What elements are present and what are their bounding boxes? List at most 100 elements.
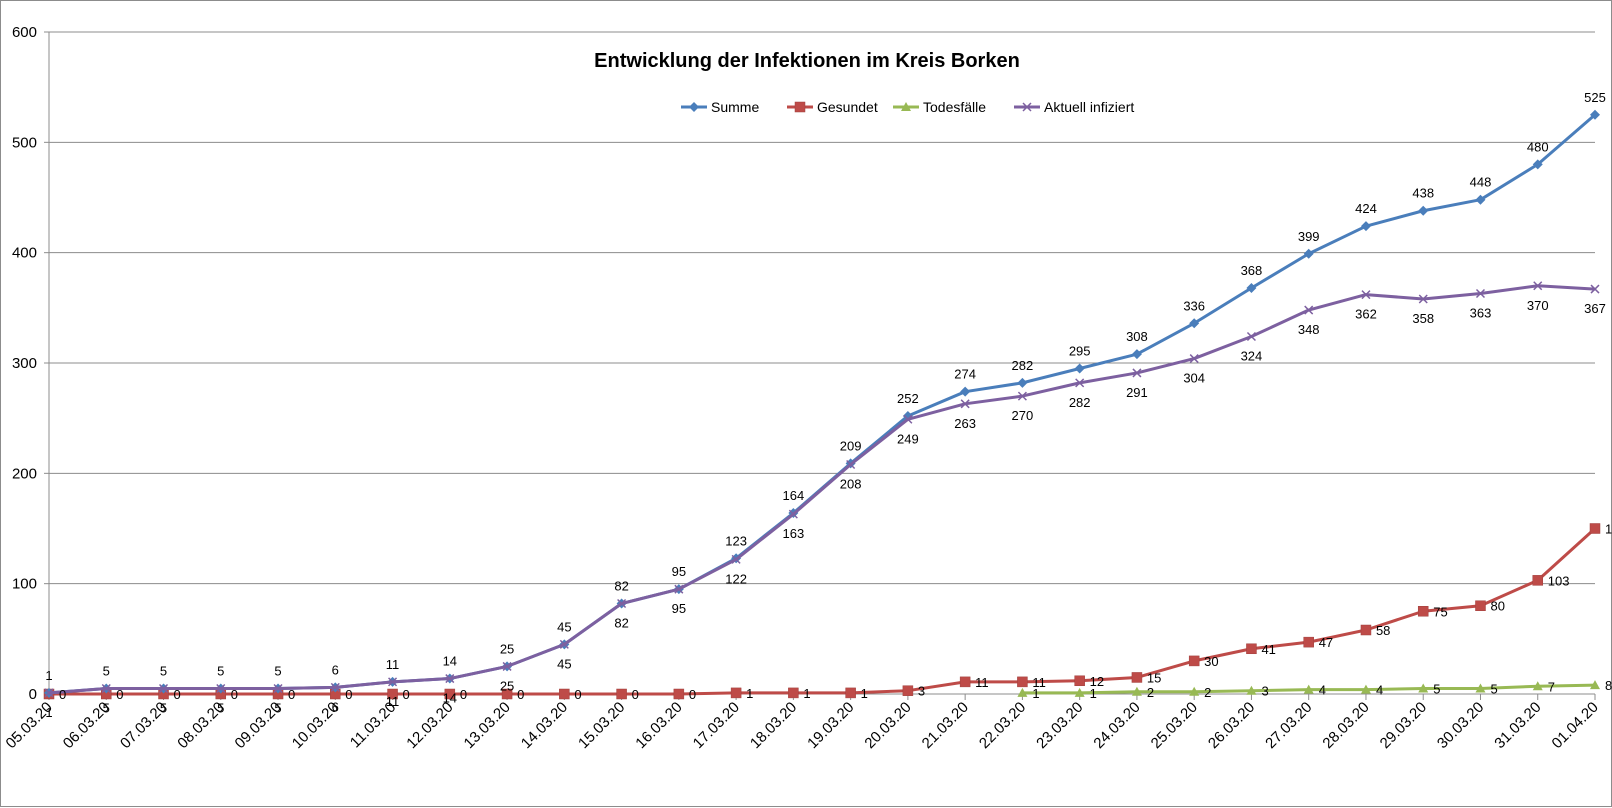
data-label-aktuell-infiziert: 282 bbox=[1069, 395, 1091, 410]
data-label-todesfaelle: 1 bbox=[1032, 686, 1039, 701]
data-label-gesundet: 1 bbox=[861, 686, 868, 701]
data-point-aktuell-infiziert bbox=[960, 399, 970, 409]
data-label-aktuell-infiziert: 1 bbox=[45, 705, 52, 720]
data-point-gesundet bbox=[1303, 636, 1314, 648]
x-tick-label: 24.03.20 bbox=[1090, 699, 1143, 752]
data-point-summe bbox=[1303, 248, 1314, 259]
data-point-gesundet bbox=[444, 688, 456, 700]
data-label-aktuell-infiziert: 249 bbox=[897, 431, 919, 446]
data-label-todesfaelle: 2 bbox=[1204, 685, 1211, 700]
gridlines bbox=[49, 31, 1595, 695]
data-label-aktuell-infiziert: 45 bbox=[557, 656, 571, 671]
data-label-gesundet: 0 bbox=[460, 687, 467, 702]
data-point-aktuell-infiziert bbox=[1304, 305, 1314, 315]
data-point-todesf-lle bbox=[1360, 684, 1371, 694]
data-point-gesundet bbox=[1188, 655, 1200, 667]
data-point-summe bbox=[1074, 363, 1085, 374]
data-label-aktuell-infiziert: 263 bbox=[954, 416, 976, 431]
data-point-aktuell-infiziert bbox=[1017, 391, 1027, 401]
data-label-summe: 399 bbox=[1298, 229, 1320, 244]
data-point-summe bbox=[1532, 159, 1543, 170]
data-point-gesundet bbox=[387, 688, 398, 700]
legend-marker-todesf-lle bbox=[901, 102, 911, 111]
data-point-gesundet bbox=[845, 687, 856, 699]
data-label-aktuell-infiziert: 163 bbox=[783, 526, 805, 541]
data-label-aktuell-infiziert: 348 bbox=[1298, 322, 1320, 337]
data-point-gesundet bbox=[1475, 600, 1486, 611]
legend-label-todesf-lle: Todesfälle bbox=[923, 99, 986, 115]
data-label-aktuell-infiziert: 25 bbox=[500, 678, 514, 693]
x-tick-label: 31.03.20 bbox=[1491, 699, 1544, 752]
data-label-gesundet: 103 bbox=[1548, 573, 1570, 588]
data-point-todesf-lle bbox=[1131, 686, 1142, 696]
data-label-aktuell-infiziert: 82 bbox=[614, 616, 628, 631]
data-label-gesundet: 30 bbox=[1204, 654, 1218, 669]
data-label-aktuell-infiziert: 362 bbox=[1355, 307, 1377, 322]
x-tick-label: 20.03.20 bbox=[861, 699, 914, 752]
data-label-todesfaelle: 3 bbox=[1261, 684, 1268, 699]
data-point-gesundet bbox=[959, 676, 971, 688]
data-label-gesundet: 0 bbox=[231, 687, 238, 702]
series-gesundet bbox=[43, 523, 1601, 700]
data-point-aktuell-infiziert bbox=[731, 554, 741, 564]
data-label-aktuell-infiziert: 5 bbox=[103, 700, 110, 715]
data-label-summe: 1 bbox=[45, 668, 52, 683]
data-point-aktuell-infiziert bbox=[903, 414, 913, 424]
data-point-aktuell-infiziert bbox=[1533, 281, 1543, 291]
y-tick-label: 200 bbox=[12, 465, 37, 482]
data-point-aktuell-infiziert bbox=[1075, 378, 1085, 388]
data-point-aktuell-infiziert bbox=[388, 677, 398, 687]
chart-title: Entwicklung der Infektionen im Kreis Bor… bbox=[594, 50, 1020, 72]
data-point-gesundet bbox=[559, 688, 570, 700]
data-label-todesfaelle: 5 bbox=[1490, 681, 1497, 696]
data-label-summe: 209 bbox=[840, 438, 862, 453]
data-point-aktuell-infiziert bbox=[101, 683, 111, 694]
data-label-summe: 11 bbox=[386, 657, 400, 672]
data-point-todesf-lle bbox=[1590, 680, 1600, 690]
data-point-todesf-lle bbox=[1303, 684, 1314, 694]
data-label-summe: 480 bbox=[1527, 139, 1549, 154]
data-label-todesfaelle: 2 bbox=[1147, 685, 1154, 700]
data-label-summe: 25 bbox=[500, 641, 514, 656]
data-label-gesundet: 0 bbox=[288, 687, 295, 702]
data-label-summe: 14 bbox=[443, 654, 457, 669]
data-label-summe: 295 bbox=[1069, 344, 1091, 359]
data-point-todesf-lle bbox=[1017, 687, 1028, 697]
legend-marker-gesundet bbox=[794, 101, 806, 113]
legend-label-summe: Summe bbox=[711, 99, 759, 115]
data-label-todesfaelle: 4 bbox=[1319, 683, 1326, 698]
data-label-todesfaelle: 1 bbox=[1090, 686, 1097, 701]
data-label-aktuell-infiziert: 291 bbox=[1126, 385, 1148, 400]
data-label-summe: 424 bbox=[1355, 201, 1377, 216]
data-point-aktuell-infiziert bbox=[1246, 331, 1256, 342]
data-point-gesundet bbox=[1417, 606, 1429, 617]
data-point-todesf-lle bbox=[1475, 683, 1486, 693]
data-label-summe: 95 bbox=[672, 564, 686, 579]
x-tick-label: 15.03.20 bbox=[575, 699, 628, 752]
x-tick-label: 21.03.20 bbox=[919, 699, 972, 752]
data-point-summe bbox=[1418, 205, 1429, 216]
data-labels: 1 5 5 5 5 6 11 14254582951231642092522742822953… bbox=[45, 90, 1612, 720]
data-point-todesf-lle bbox=[1074, 687, 1085, 697]
legend-marker-aktuell-infiziert bbox=[1022, 102, 1032, 112]
data-label-summe: 6 bbox=[332, 662, 339, 677]
data-label-summe: 282 bbox=[1012, 358, 1034, 373]
data-label-gesundet: 0 bbox=[116, 687, 123, 702]
data-point-aktuell-infiziert bbox=[1132, 368, 1142, 378]
series-line-gesundet bbox=[49, 527, 1597, 696]
data-label-summe: 5 bbox=[217, 663, 224, 678]
x-tick-label: 19.03.20 bbox=[804, 699, 857, 752]
data-label-summe: 274 bbox=[954, 367, 976, 382]
x-tick-label: 22.03.20 bbox=[976, 699, 1029, 752]
data-label-summe: 164 bbox=[783, 488, 805, 503]
data-label-gesundet: 75 bbox=[1433, 604, 1447, 619]
data-point-gesundet bbox=[1589, 523, 1601, 534]
data-label-summe: 525 bbox=[1584, 90, 1606, 105]
x-tick-label: 23.03.20 bbox=[1033, 699, 1086, 752]
data-label-summe: 123 bbox=[725, 533, 747, 548]
data-point-gesundet bbox=[788, 687, 799, 699]
y-tick-label: 300 bbox=[12, 355, 37, 372]
data-label-aktuell-infiziert: 11 bbox=[386, 694, 400, 709]
data-label-gesundet: 1 bbox=[803, 686, 810, 701]
